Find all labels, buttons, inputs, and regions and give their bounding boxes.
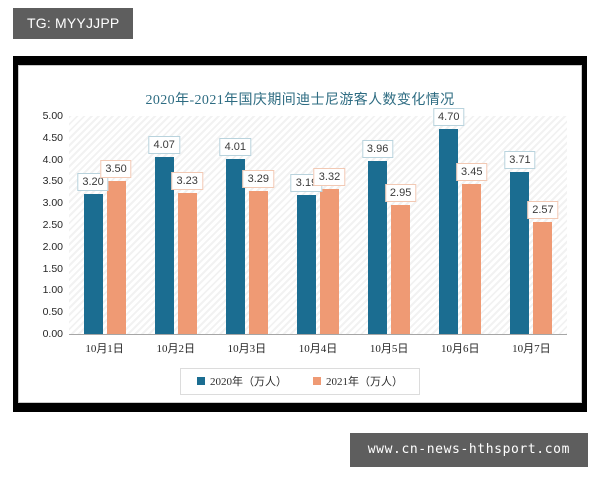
bar-label-2021: 2.57 <box>527 200 559 219</box>
bar-2020[interactable]: 4.07 <box>148 135 180 334</box>
y-axis-tick: 3.50 <box>42 175 63 188</box>
bar-2020[interactable]: 3.20 <box>77 173 109 334</box>
legend-label: 2020年（万人） <box>210 376 287 388</box>
bar-series-container: 3.20 3.50 4.07 3.23 4.01 3.29 3.19 3.32 3.96 2.95… <box>69 108 567 334</box>
y-axis-tick: 0.00 <box>42 328 63 340</box>
bar-label-2021: 3.50 <box>100 160 132 179</box>
legend-item-2021[interactable]: 2021年（万人） <box>313 373 403 389</box>
x-axis-tick: 10月1日 <box>85 343 124 355</box>
bar-2021[interactable]: 3.23 <box>171 172 203 334</box>
bar-label-2021: 3.23 <box>171 172 203 191</box>
legend-item-2020[interactable]: 2020年（万人） <box>197 373 287 389</box>
x-axis: 10月1日 10月2日 10月3日 10月4日 10月5日 10月6日 10月7日 <box>69 340 567 356</box>
tg-tag-badge: TG: MYYJJPP <box>13 8 134 39</box>
y-axis-tick: 3.00 <box>42 197 63 210</box>
y-axis-tick: 4.50 <box>42 131 63 144</box>
watermark-label: www.cn-news-hthsport.com <box>367 442 570 457</box>
bar-2020[interactable]: 3.96 <box>361 140 394 334</box>
x-axis-tick: 10月6日 <box>441 343 480 355</box>
bar-label-2020: 4.70 <box>433 108 465 127</box>
bar-2021[interactable]: 3.45 <box>456 162 488 334</box>
chart-legend: 2020年（万人） 2021年（万人） <box>180 368 420 395</box>
bar-2021[interactable]: 2.95 <box>384 184 417 334</box>
bar-group: 3.20 3.50 <box>69 116 140 334</box>
bar-2020[interactable]: 3.71 <box>504 151 536 334</box>
x-axis-tick: 10月4日 <box>298 343 338 355</box>
bar-group: 3.71 2.57 <box>496 116 567 334</box>
bar-2020[interactable]: 4.70 <box>433 108 465 334</box>
chart-card-frame: 2020年-2021年国庆期间迪士尼游客人数变化情况 5.00 4.50 4.00 3… <box>13 56 587 412</box>
bar-group: 4.01 3.29 <box>211 116 282 334</box>
bar-2021[interactable]: 2.57 <box>527 200 559 334</box>
x-axis-tick: 10月5日 <box>369 343 409 355</box>
bar-label-2020: 3.71 <box>504 151 536 170</box>
bar-group: 3.96 2.95 <box>354 116 425 334</box>
tg-tag-label: TG: MYYJJPP <box>27 15 120 31</box>
legend-label: 2021年（万人） <box>326 376 403 388</box>
bar-2020[interactable]: 4.01 <box>219 138 252 334</box>
bar-group: 4.07 3.23 <box>140 116 211 334</box>
x-axis-tick: 10月3日 <box>227 343 267 355</box>
y-axis-tick: 1.50 <box>42 262 63 275</box>
y-axis-tick: 0.50 <box>42 306 63 319</box>
x-axis-tick: 10月2日 <box>156 343 195 355</box>
bar-label-2021: 3.45 <box>456 162 488 181</box>
bar-label-2021: 3.32 <box>313 168 346 187</box>
y-axis-tick: 4.00 <box>42 153 63 166</box>
bar-label-2021: 3.29 <box>242 169 275 188</box>
bar-label-2020: 4.07 <box>148 135 180 154</box>
bar-group: 4.70 3.45 <box>425 108 496 334</box>
y-axis-tick: 5.00 <box>42 110 63 122</box>
x-axis-tick: 10月7日 <box>512 343 551 355</box>
bar-2021[interactable]: 3.29 <box>242 169 275 334</box>
bar-2020[interactable]: 3.19 <box>290 173 323 334</box>
plot-area: 3.20 3.50 4.07 3.23 4.01 3.29 3.19 3.32 3.96 2.95… <box>69 108 567 335</box>
bar-label-2020: 4.01 <box>219 138 252 157</box>
bar-label-2021: 2.95 <box>384 184 417 203</box>
bar-label-2020: 3.96 <box>361 140 394 159</box>
legend-swatch-icon <box>197 377 205 385</box>
y-axis: 5.00 4.50 4.00 3.50 3.00 2.50 2.00 1.50 1.00 0.50… <box>19 110 67 340</box>
y-axis-tick: 2.50 <box>42 219 63 231</box>
chart-title: 2020年-2021年国庆期间迪士尼游客人数变化情况 <box>145 93 455 108</box>
bar-group: 3.19 3.32 <box>282 116 353 334</box>
site-watermark: www.cn-news-hthsport.com <box>349 433 588 467</box>
bar-2021[interactable]: 3.32 <box>313 168 346 334</box>
legend-swatch-icon <box>313 377 321 385</box>
y-axis-tick: 2.00 <box>42 240 63 253</box>
chart-plot-wrapper: 5.00 4.50 4.00 3.50 3.00 2.50 2.00 1.50 1.00 0.50… <box>19 108 581 355</box>
bar-2021[interactable]: 3.50 <box>100 160 132 334</box>
y-axis-tick: 1.00 <box>42 284 63 297</box>
chart-card: 2020年-2021年国庆期间迪士尼游客人数变化情况 5.00 4.50 4.00 3… <box>18 65 582 403</box>
